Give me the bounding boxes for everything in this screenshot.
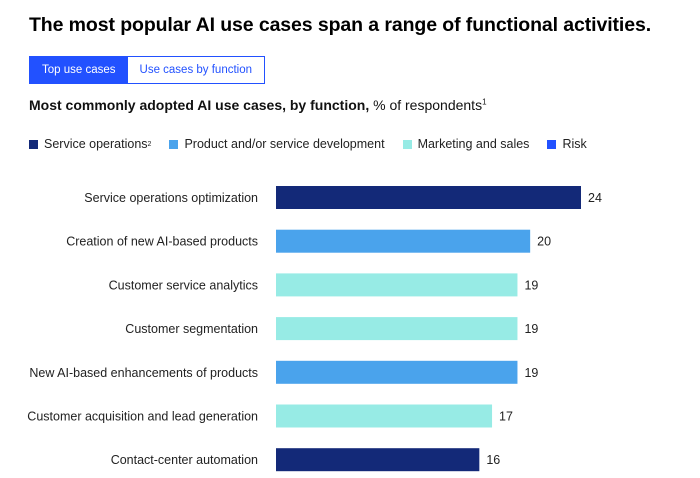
legend-swatch bbox=[402, 139, 412, 149]
category-label: Customer acquisition and lead generation bbox=[27, 410, 258, 424]
category-label: Customer service analytics bbox=[109, 278, 258, 292]
category-label: Service operations optimization bbox=[84, 191, 258, 205]
bar bbox=[276, 273, 518, 297]
legend-swatch bbox=[29, 139, 38, 149]
tab-top-use-cases[interactable]: Top use cases bbox=[30, 57, 128, 83]
value-label: 19 bbox=[524, 322, 538, 336]
view-tabs: Top use cases Use cases by function bbox=[29, 56, 266, 84]
legend-swatch bbox=[169, 139, 179, 149]
value-label: 19 bbox=[524, 366, 538, 380]
legend-label: Risk bbox=[562, 137, 587, 151]
bar bbox=[276, 404, 493, 428]
value-label: 16 bbox=[486, 453, 500, 467]
chart-subtitle: Most commonly adopted AI use cases, by f… bbox=[29, 97, 487, 113]
page-title: The most popular AI use cases span a ran… bbox=[29, 14, 652, 36]
legend-item-1: Product and/or service development bbox=[169, 137, 385, 151]
value-label: 20 bbox=[537, 235, 551, 249]
legend-item-0: Service operations 2 bbox=[29, 137, 151, 151]
legend-label: Product and/or service development bbox=[184, 137, 385, 151]
legend-swatch bbox=[547, 139, 557, 149]
legend-item-3: Risk bbox=[547, 137, 587, 151]
category-label: New AI-based enhancements of products bbox=[29, 366, 258, 380]
category-label: Customer segmentation bbox=[125, 322, 258, 336]
subtitle-footnote: 1 bbox=[482, 97, 487, 107]
value-label: 24 bbox=[588, 191, 602, 205]
category-label: Contact-center automation bbox=[111, 453, 258, 467]
legend-label: Marketing and sales bbox=[417, 137, 530, 151]
bar bbox=[276, 448, 480, 472]
bar bbox=[276, 317, 518, 341]
subtitle-bold: Most commonly adopted AI use cases, by f… bbox=[29, 97, 370, 113]
bar bbox=[276, 360, 518, 384]
bar bbox=[276, 229, 531, 253]
legend-footnote: 2 bbox=[147, 140, 152, 148]
legend-item-2: Marketing and sales bbox=[402, 137, 530, 151]
tab-use-cases-by-function[interactable]: Use cases by function bbox=[127, 57, 265, 83]
legend-label: Service operations bbox=[44, 137, 148, 151]
value-label: 17 bbox=[499, 410, 513, 424]
chart-legend: Service operations 2 Product and/or servic… bbox=[29, 137, 605, 151]
subtitle-rest: % of respondents bbox=[369, 97, 483, 113]
value-label: 19 bbox=[524, 278, 538, 292]
bar bbox=[276, 186, 581, 209]
category-label: Creation of new AI-based products bbox=[66, 235, 258, 249]
